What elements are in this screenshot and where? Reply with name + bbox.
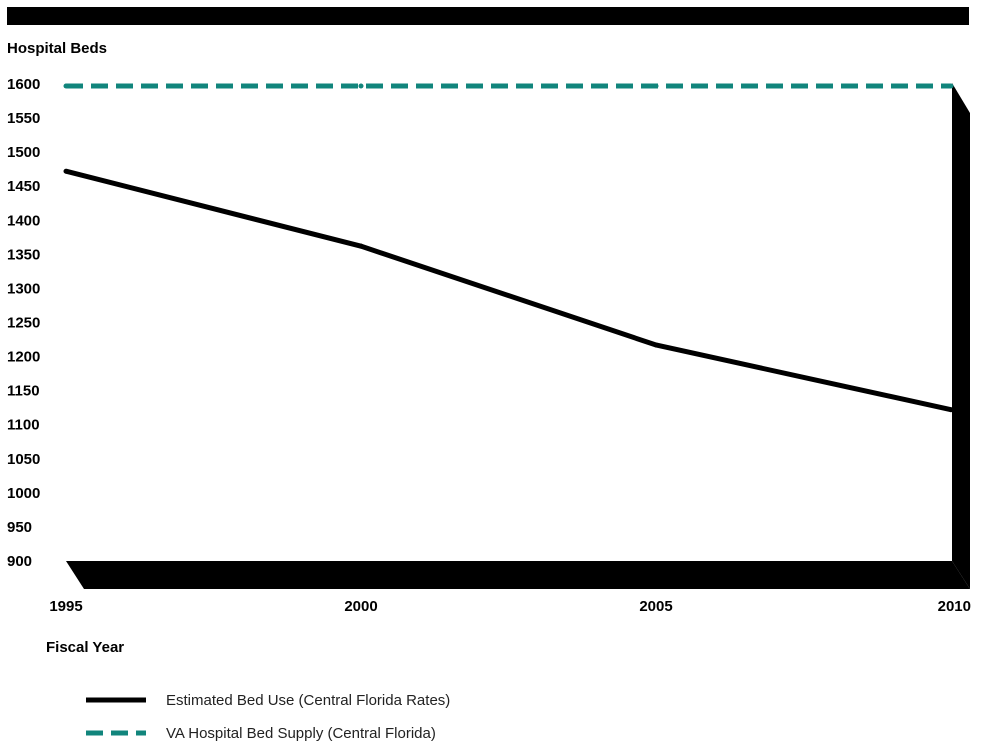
y-tick-label: 1550 [7,110,40,127]
y-tick-label: 1600 [7,76,40,93]
y-tick-label: 900 [7,553,32,570]
series-layer [63,83,954,413]
y-tick-label: 1300 [7,280,40,297]
y-axis-title: Hospital Beds [7,40,107,57]
y-tick-label: 1400 [7,212,40,229]
y-tick-label: 1100 [7,417,40,434]
y-tick-label: 1500 [7,144,40,161]
x-tick-label: 1995 [49,598,82,615]
y-axis-ticks: 1600 1550 1500 1450 1400 1350 1300 1250 1200 1150… [7,76,40,570]
y-tick-label: 1200 [7,349,40,366]
y-tick-label: 1450 [7,178,40,195]
top-banner-bar [7,7,969,25]
x-axis-ticks: 1995 2000 2005 2010 [49,598,971,615]
y-tick-label: 1350 [7,246,40,263]
series-point-1 [653,83,659,89]
series-point-0 [653,342,659,348]
series-point-0 [948,407,954,413]
series-point-1 [358,83,364,89]
series-point-0 [358,243,364,249]
plot-right-wall [952,83,970,589]
y-tick-label: 1000 [7,485,40,502]
plot-floor [66,561,970,589]
series-point-0 [63,168,69,174]
legend: Estimated Bed Use (Central Florida Rates… [86,692,450,742]
series-line-0 [65,168,952,413]
y-tick-label: 950 [7,519,32,536]
series-point-1 [63,83,69,89]
y-tick-label: 1050 [7,451,40,468]
x-axis-title: Fiscal Year [46,639,124,656]
legend-label-va-bed-supply: VA Hospital Bed Supply (Central Florida) [166,725,436,742]
series-point-1 [948,83,954,89]
legend-label-estimated-bed-use: Estimated Bed Use (Central Florida Rates… [166,692,450,709]
y-tick-label: 1150 [7,383,40,400]
x-tick-label: 2005 [639,598,672,615]
y-tick-label: 1250 [7,315,40,332]
x-tick-label: 2010 [938,598,971,615]
x-tick-label: 2000 [344,598,377,615]
